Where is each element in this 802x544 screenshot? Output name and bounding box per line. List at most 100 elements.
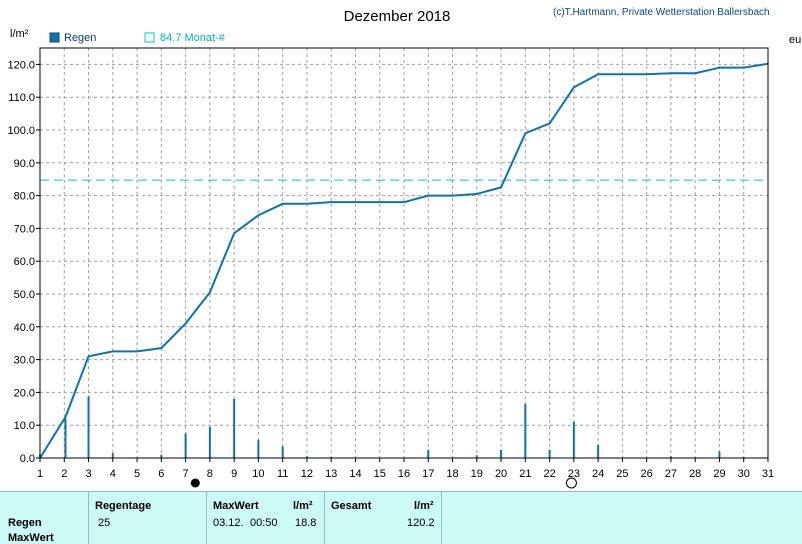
rain-bar — [257, 439, 260, 458]
y-tick-label: 10.0 — [14, 420, 35, 432]
gesamt-unit: l/m² — [414, 500, 434, 512]
cumulative-point — [112, 350, 114, 353]
x-tick-label: 4 — [110, 468, 116, 480]
legend-ref-swatch — [144, 32, 155, 43]
cumulative-point — [64, 416, 67, 418]
summary-table: Regen MaxWert Regentage 25 MaxWert l/m² … — [0, 491, 802, 544]
rain-bar — [184, 433, 187, 458]
rain-bar — [500, 449, 503, 458]
y-tick-label: 110.0 — [8, 92, 35, 104]
cumulative-point — [257, 214, 260, 217]
x-tick-label: 9 — [231, 468, 237, 480]
chart-title: Dezember 2018 — [344, 8, 451, 25]
x-tick-label: 28 — [689, 468, 701, 480]
x-tick-label: 15 — [374, 468, 386, 480]
rain-bar — [281, 446, 284, 458]
x-tick-label: 16 — [398, 468, 410, 480]
cumulative-point — [184, 322, 187, 325]
legend-bar-label: Regen — [64, 32, 96, 44]
table-divider — [441, 492, 442, 544]
cumulative-point — [306, 203, 308, 205]
cumulative-point — [573, 86, 575, 89]
rain-bar — [718, 451, 721, 458]
x-tick-label: 21 — [519, 468, 531, 480]
rain-bar — [597, 444, 600, 458]
x-tick-label: 18 — [446, 468, 458, 480]
row-label-regen: Regen — [8, 517, 42, 529]
x-tick-label: 20 — [495, 468, 507, 480]
y-tick-label: 0.0 — [20, 453, 35, 465]
plot-frame — [39, 47, 769, 459]
x-tick-label: 2 — [61, 468, 67, 480]
maxwert-unit: l/m² — [293, 500, 313, 512]
x-tick-label: 26 — [641, 468, 653, 480]
y-tick-label: 100.0 — [7, 125, 35, 137]
cumulative-point — [136, 350, 138, 353]
x-tick-label: 12 — [301, 468, 313, 480]
x-tick-label: 24 — [592, 468, 604, 480]
col-header-maxwert: MaxWert — [213, 500, 259, 512]
cumulative-point — [742, 66, 745, 69]
cumulative-point — [524, 132, 527, 135]
rain-bar — [305, 456, 308, 458]
x-tick-label: 10 — [252, 468, 264, 480]
x-tick-label: 22 — [543, 468, 555, 480]
rain-bar — [572, 421, 575, 458]
cumulative-point — [233, 232, 235, 235]
x-tick-label: 30 — [738, 468, 750, 480]
x-tick-label: 13 — [325, 468, 337, 480]
rain-bar — [208, 426, 211, 458]
col-header-regentage: Regentage — [95, 500, 152, 512]
x-tick-label: 7 — [183, 468, 189, 480]
cumulative-point — [330, 201, 333, 203]
rain-bar — [669, 456, 672, 458]
x-tick-label: 11 — [277, 468, 288, 480]
cumulative-point — [281, 203, 284, 205]
cumulative-point — [718, 66, 721, 69]
maxwert-date: 03.12. — [213, 517, 244, 529]
x-tick-label: 29 — [713, 468, 725, 480]
maxwert-time: 00:50 — [250, 517, 278, 529]
x-tick-label: 23 — [568, 468, 580, 480]
maxwert-value: 18.8 — [295, 517, 317, 529]
x-tick-label: 8 — [207, 468, 213, 480]
y-tick-label: 40.0 — [14, 322, 35, 334]
cumulative-point — [645, 73, 648, 76]
cumulative-point — [403, 201, 405, 203]
legend-ref-label: 84.7 Monat-# — [160, 32, 226, 44]
rain-bar — [548, 449, 551, 458]
x-tick-label: 5 — [134, 468, 140, 480]
y-tick-label: 20.0 — [14, 387, 35, 399]
plot-area: 0.0 10.0 20.0 30.0 40.0 50.0 60.0 70.0 80.0 90.0 1… — [7, 47, 774, 489]
table-divider — [88, 492, 89, 544]
right-edge-label: eu — [789, 34, 801, 46]
y-tick-label: 120.0 — [7, 59, 35, 71]
cumulative-point — [160, 347, 163, 349]
y-tick-label: 30.0 — [14, 355, 35, 367]
y-tick-label: 80.0 — [14, 191, 35, 203]
cumulative-point — [451, 194, 454, 197]
x-tick-label: 19 — [471, 468, 483, 480]
cumulative-point — [694, 72, 696, 75]
rain-bar — [233, 398, 236, 458]
rain-bar — [160, 454, 163, 458]
x-tick-label: 31 — [762, 468, 774, 480]
y-tick-label: 90.0 — [14, 158, 35, 170]
x-tick-label: 27 — [665, 468, 677, 480]
x-tick-label: 1 — [37, 468, 43, 480]
cumulative-point — [427, 194, 430, 197]
cumulative-point — [87, 355, 90, 358]
row-label-maxwert: MaxWert — [8, 532, 54, 544]
rain-bar — [64, 418, 67, 458]
cumulative-point — [500, 186, 502, 189]
copyright-note: (c)T.Hartmann, Private Wetterstation Bal… — [553, 7, 770, 18]
y-tick-label: 60.0 — [14, 256, 35, 268]
table-divider — [324, 492, 325, 544]
col-header-gesamt: Gesamt — [331, 500, 372, 512]
rain-bar — [475, 455, 478, 458]
y-tick-label: 70.0 — [14, 223, 35, 235]
rain-bar — [524, 403, 527, 458]
x-tick-label: 17 — [422, 468, 434, 480]
x-tick-label: 6 — [158, 468, 164, 480]
rain-bar — [87, 396, 90, 458]
